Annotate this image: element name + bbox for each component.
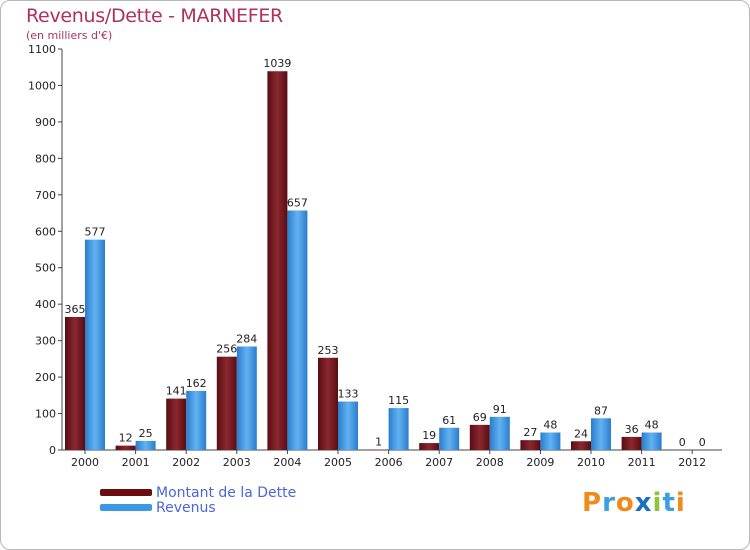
x-tick-label: 2008 (476, 456, 504, 469)
x-tick-label: 2012 (678, 456, 706, 469)
data-label-revenue: 115 (388, 394, 409, 407)
bar-debt (621, 436, 642, 450)
data-label-debt: 69 (473, 411, 487, 424)
data-label-debt: 1039 (263, 57, 291, 70)
logo-letter: t (662, 488, 676, 518)
x-tick-label: 2003 (223, 456, 251, 469)
bar-revenue (540, 432, 561, 450)
y-tick-label: 700 (35, 189, 56, 202)
bar-revenue (338, 401, 358, 450)
bar-debt (419, 443, 440, 450)
data-label-revenue: 657 (287, 196, 308, 209)
x-tick-label: 2010 (577, 456, 605, 469)
x-tick-label: 2002 (172, 456, 200, 469)
legend-swatch-revenue (100, 504, 152, 511)
data-label-revenue: 48 (645, 419, 659, 432)
data-label-revenue: 87 (594, 404, 608, 417)
bar-debt (267, 71, 288, 450)
data-label-revenue: 0 (699, 436, 706, 449)
bar-revenue (85, 239, 105, 450)
y-tick-label: 600 (35, 225, 56, 238)
bar-revenue (135, 440, 156, 450)
legend-label-revenue: Revenus (156, 500, 216, 516)
bar-revenue (641, 432, 662, 450)
logo-letter: r (602, 488, 616, 518)
data-label-revenue: 91 (493, 403, 507, 416)
proxiti-logo: Proxiti (582, 488, 686, 518)
logo-letter: i (675, 488, 686, 518)
data-label-debt: 36 (625, 423, 639, 436)
bars (65, 71, 662, 450)
x-tick-label: 2007 (425, 456, 453, 469)
chart-subtitle: (en milliers d'€) (26, 29, 113, 42)
x-tick-label: 2005 (324, 456, 352, 469)
x-tick-label: 2011 (628, 456, 656, 469)
bar-debt (520, 440, 541, 450)
logo-letter: o (615, 488, 635, 518)
y-tick-label: 1000 (28, 79, 56, 92)
data-label-debt: 27 (523, 426, 537, 439)
bar-revenue (591, 418, 611, 450)
x-tick-label: 2001 (122, 456, 150, 469)
data-label-debt: 0 (679, 436, 686, 449)
data-label-revenue: 133 (338, 388, 359, 401)
data-label-debt: 1 (375, 436, 382, 449)
y-tick-label: 800 (35, 152, 56, 165)
y-axis: 0 100 200 300 400 500 600 700 800 900 1000 1100 (28, 43, 63, 457)
logo-letter: P (582, 488, 603, 518)
legend-label-debt: Montant de la Dette (156, 485, 297, 501)
data-label-debt: 256 (216, 343, 237, 356)
bar-debt (318, 357, 338, 450)
bar-debt (65, 316, 85, 450)
bar-debt (216, 356, 237, 450)
data-label-revenue: 284 (236, 332, 257, 345)
y-tick-label: 100 (35, 408, 56, 421)
bar-debt (166, 398, 187, 450)
data-label-debt: 365 (65, 303, 86, 316)
x-axis: 2000 2001 2002 2003 2004 2005 2006 2007 2008 2009… (62, 449, 722, 469)
data-label-debt: 12 (119, 432, 133, 445)
legend-swatch-debt (100, 489, 152, 496)
x-tick-label: 2006 (375, 456, 403, 469)
data-label-revenue: 577 (85, 226, 106, 239)
bar-debt (115, 445, 136, 450)
bar-revenue (186, 390, 207, 450)
bar-revenue (236, 346, 257, 450)
y-tick-label: 400 (35, 298, 56, 311)
data-label-revenue: 162 (186, 377, 207, 390)
y-tick-label: 300 (35, 335, 56, 348)
bar-debt (469, 424, 490, 450)
logo-letter: i (652, 488, 663, 518)
data-label-debt: 141 (166, 385, 187, 398)
y-tick-label: 1100 (28, 43, 56, 56)
y-tick-label: 200 (35, 371, 56, 384)
x-tick-label: 2009 (526, 456, 554, 469)
bar-debt (571, 441, 591, 450)
data-label-debt: 24 (574, 427, 588, 440)
y-tick-label: 500 (35, 262, 56, 275)
y-tick-label: 900 (35, 116, 56, 129)
data-label-debt: 253 (318, 344, 339, 357)
data-label-revenue: 61 (442, 414, 456, 427)
bar-revenue (489, 416, 510, 450)
data-label-revenue: 48 (543, 419, 557, 432)
bar-revenue (439, 427, 460, 450)
x-tick-label: 2004 (273, 456, 301, 469)
y-tick-label: 0 (49, 444, 56, 457)
data-label-revenue: 25 (139, 427, 153, 440)
logo-letter: x (634, 488, 653, 518)
bar-revenue (287, 210, 308, 450)
data-label-debt: 19 (422, 429, 436, 442)
chart-title: Revenus/Dette - MARNEFER (26, 5, 283, 27)
bar-revenue (388, 408, 409, 450)
x-tick-label: 2000 (71, 456, 99, 469)
